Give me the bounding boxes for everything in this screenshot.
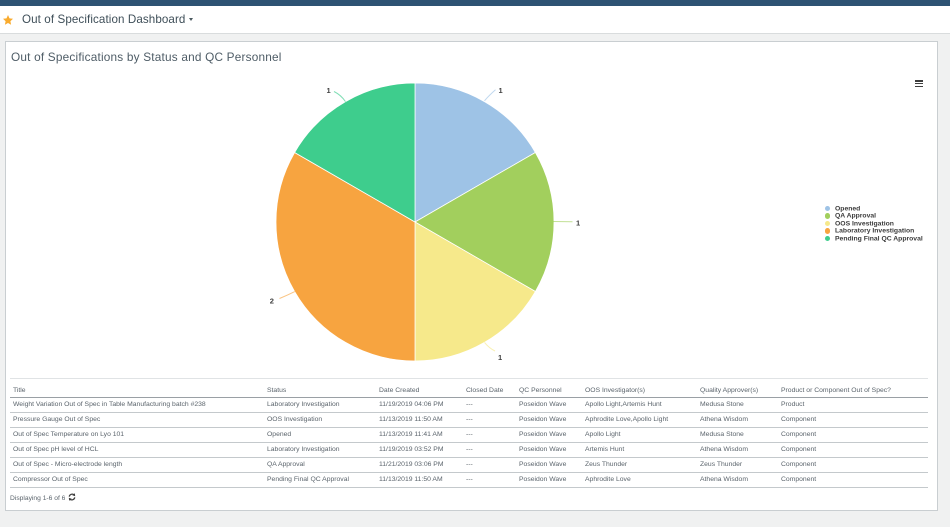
svg-text:1: 1 [576,218,580,227]
svg-text:1: 1 [498,353,502,362]
svg-text:1: 1 [499,86,503,95]
svg-text:2: 2 [270,296,274,305]
svg-text:1: 1 [327,86,331,95]
